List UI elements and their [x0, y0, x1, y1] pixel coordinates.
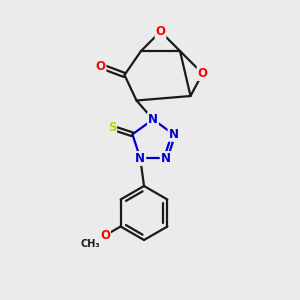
Text: O: O: [197, 67, 208, 80]
Text: O: O: [100, 229, 110, 242]
Text: N: N: [161, 152, 171, 165]
Text: N: N: [135, 152, 145, 165]
Text: O: O: [95, 59, 106, 73]
Text: N: N: [148, 113, 158, 126]
Text: O: O: [155, 25, 166, 38]
Text: N: N: [169, 128, 178, 141]
Text: CH₃: CH₃: [81, 239, 100, 249]
Text: S: S: [108, 121, 116, 134]
